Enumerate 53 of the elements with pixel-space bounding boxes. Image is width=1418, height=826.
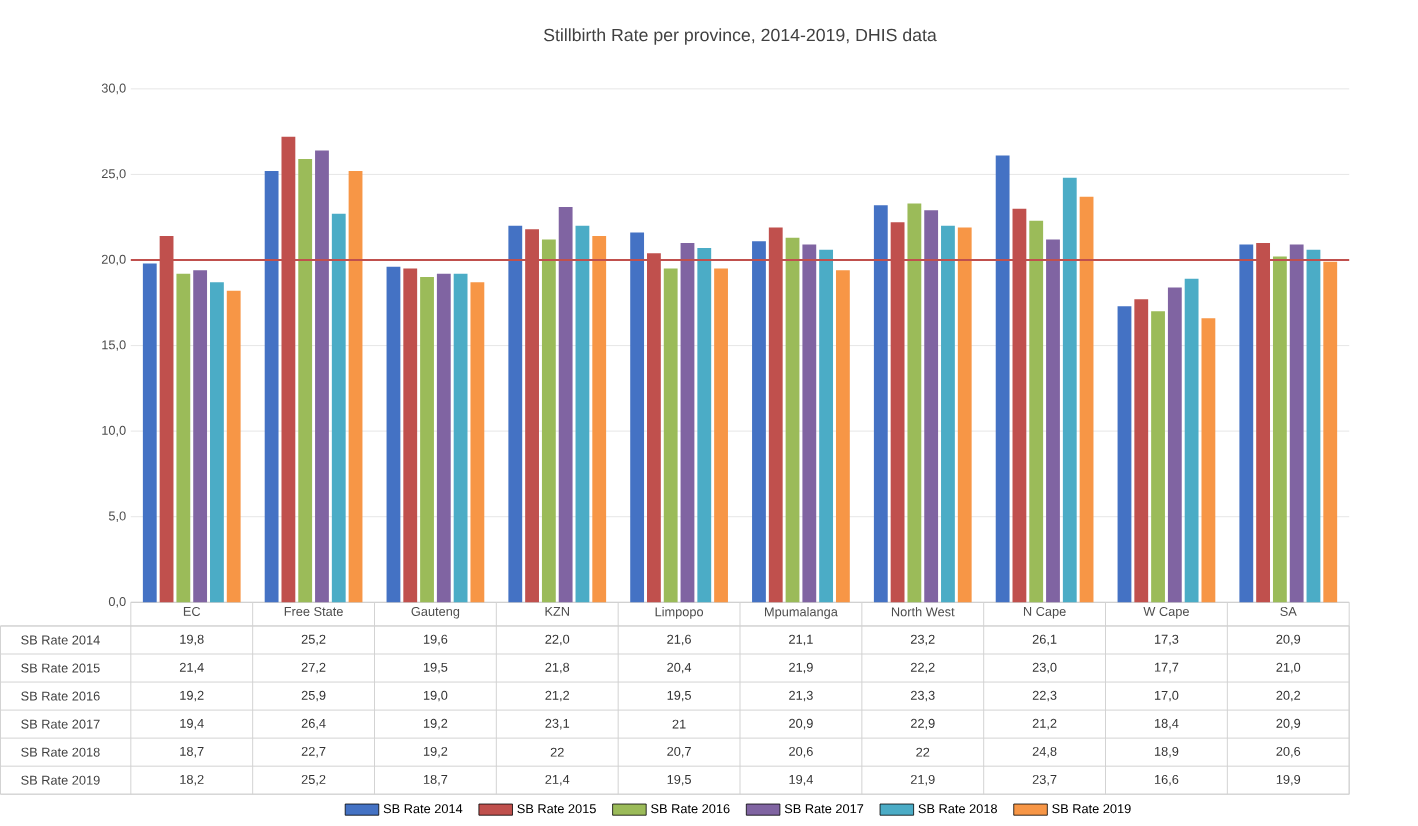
bar	[453, 273, 468, 603]
bar	[558, 207, 573, 603]
bar	[541, 239, 556, 603]
bar	[508, 226, 523, 603]
bar	[575, 226, 590, 603]
bar	[1272, 256, 1287, 603]
bar	[1289, 244, 1304, 603]
bar	[1079, 196, 1094, 603]
bar	[403, 268, 418, 603]
bar	[1323, 261, 1338, 603]
bar	[1046, 239, 1060, 603]
bar	[941, 226, 955, 603]
bar	[697, 248, 712, 603]
bar	[924, 210, 939, 603]
bar	[1239, 244, 1254, 603]
bar	[420, 277, 434, 603]
bar	[1151, 311, 1165, 603]
bar	[315, 150, 329, 603]
bar	[176, 273, 191, 603]
bar	[142, 263, 157, 603]
bar	[298, 159, 313, 603]
bar	[210, 282, 224, 603]
bar	[630, 232, 645, 603]
bar	[470, 282, 485, 603]
bar	[995, 155, 1010, 603]
bar	[873, 205, 888, 603]
bar	[1029, 220, 1044, 603]
bar	[592, 236, 607, 603]
bar	[386, 267, 401, 603]
bar	[819, 250, 834, 603]
bar	[348, 171, 363, 603]
bar	[752, 241, 766, 603]
bar	[957, 227, 972, 603]
bar	[436, 273, 451, 603]
bar	[1134, 299, 1149, 603]
bar	[226, 291, 241, 603]
bar	[331, 214, 346, 603]
bar	[714, 268, 728, 603]
bar	[1167, 287, 1182, 603]
bar	[1306, 250, 1321, 603]
bar	[802, 244, 817, 603]
bar	[907, 203, 922, 603]
bar	[663, 268, 678, 603]
bar	[264, 171, 279, 603]
bar	[1062, 178, 1077, 603]
bar	[193, 270, 208, 603]
bar	[1201, 318, 1216, 603]
bar	[785, 238, 800, 603]
bar	[680, 243, 695, 603]
chart-title: Stillbirth Rate per province, 2014-2019, DHIS data	[543, 28, 937, 46]
bar	[835, 270, 850, 603]
bar	[1184, 279, 1199, 603]
bar	[1117, 306, 1132, 603]
